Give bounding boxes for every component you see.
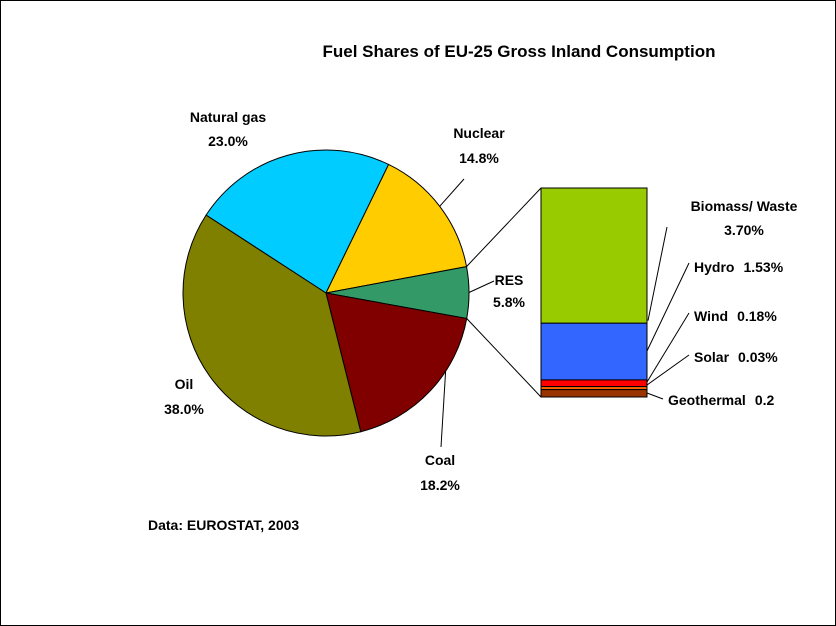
breakdown-label-geothermal: Geothermal 0.2: [668, 392, 774, 408]
bar-segment-biomass-waste: [540, 187, 648, 324]
breakdown-label-hydro: Hydro 1.53%: [694, 259, 784, 275]
pie-value-coal: 18.2%: [420, 477, 460, 493]
breakdown-value-biomass-waste: 3.70%: [724, 222, 764, 238]
breakdown-label-biomass-waste: Biomass/ Waste: [691, 198, 798, 214]
pie-slice-oil: [182, 214, 362, 437]
connector-line-top: [466, 187, 542, 267]
leader-line-hydro: [646, 262, 690, 352]
breakdown-name-geothermal: Geothermal: [668, 392, 746, 408]
breakdown-label-wind: Wind 0.18%: [694, 308, 777, 324]
pie-value-nuclear: 14.8%: [459, 150, 499, 166]
leader-line-coal: [440, 371, 447, 448]
pie-label-oil: Oil: [175, 376, 194, 392]
pie-slice-coal: [325, 292, 468, 433]
breakdown-label-solar: Solar 0.03%: [694, 349, 778, 365]
leader-line-wind: [646, 312, 690, 383]
pie-label-res: RES: [495, 272, 524, 288]
breakdown-name-hydro: Hydro: [694, 259, 734, 275]
chart-title: Fuel Shares of EU-25 Gross Inland Consum…: [323, 42, 716, 61]
pie-value-res: 5.8%: [493, 294, 525, 310]
bar-segment-wind: [540, 379, 648, 388]
breakdown-name-solar: Solar: [694, 349, 730, 365]
leader-line-res: [468, 280, 495, 293]
res-breakdown-bar: [466, 187, 648, 398]
breakdown-value-geothermal: 0.2: [755, 392, 775, 408]
leader-line-biomass-waste: [647, 226, 668, 321]
breakdown-value-solar: 0.03%: [738, 349, 778, 365]
labels: Natural gas 23.0% Nuclear 14.8% RES 5.8% Coal 1…: [164, 109, 797, 493]
leader-line-solar: [646, 354, 690, 386]
breakdown-value-hydro: 1.53%: [743, 259, 783, 275]
pie-value-natural-gas: 23.0%: [208, 133, 248, 149]
pie-label-nuclear: Nuclear: [453, 125, 505, 141]
pie-label-natural-gas: Natural gas: [190, 109, 266, 125]
bar-segment-geothermal: [540, 389, 648, 398]
pie-label-coal: Coal: [425, 452, 455, 468]
pie: [182, 149, 470, 437]
breakdown-value-wind: 0.18%: [737, 308, 777, 324]
leader-line-nuclear: [439, 178, 465, 207]
source-note: Data: EUROSTAT, 2003: [148, 517, 299, 533]
breakdown-name-wind: Wind: [694, 308, 728, 324]
leader-line-geothermal: [646, 392, 664, 400]
connector-line-bottom: [466, 318, 542, 398]
pie-value-oil: 38.0%: [164, 401, 204, 417]
bar-segment-hydro: [540, 322, 648, 381]
